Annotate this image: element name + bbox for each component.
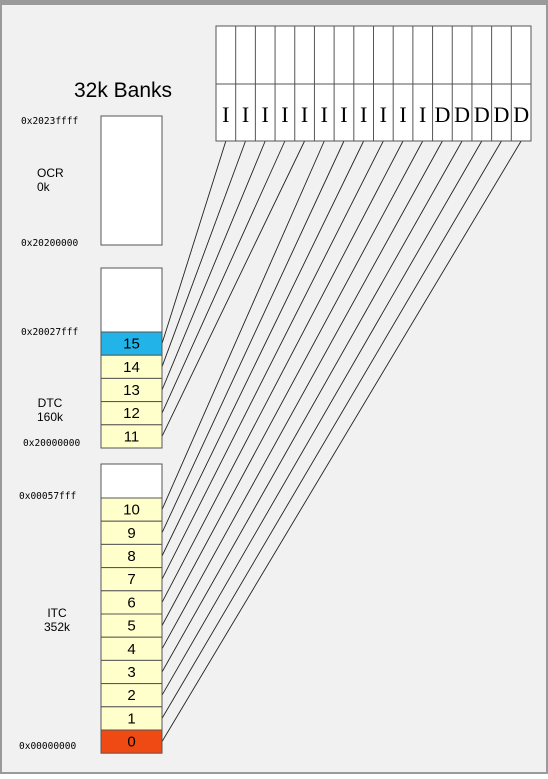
port-7-label: I [360,102,367,127]
bank-11-cell [100,424,163,449]
connection-bank-0-port-15 [161,140,522,742]
itc-address-top: 0x00057fff [19,491,76,502]
memory-bank-diagram: 32k Banks 0x2023ffff 0x20200000 OCR 0k 0… [19,25,532,754]
port-13-label: D [474,102,490,127]
itc-region-name: ITC [47,606,67,620]
bank-5-label: 5 [127,618,135,635]
dtc-region: 0x20027fff 0x20000000 DTC 160k 151413121… [21,267,163,449]
bank-14-label: 14 [123,359,140,376]
ocr-region-size: 0k [37,180,51,194]
connection-bank-6-port-9 [161,140,404,603]
port-14-label: D [494,102,510,127]
bank-10-label: 10 [123,502,140,519]
port-2-label: I [262,102,269,127]
dtc-address-top: 0x20027fff [21,327,78,338]
ocr-region: 0x2023ffff 0x20200000 OCR 0k [21,115,163,249]
bank-11-label: 11 [124,428,140,445]
bank-1-label: 1 [127,710,135,727]
ocr-region-name: OCR [37,166,64,180]
connection-bank-12-port-3 [161,140,286,414]
port-1-label: I [242,102,249,127]
connection-bank-2-port-13 [161,140,483,696]
port-9-label: I [399,102,406,127]
connection-bank-9-port-6 [161,140,345,533]
connection-bank-4-port-11 [161,140,443,650]
port-0-label: I [222,102,229,127]
port-11-label: D [434,102,450,127]
connection-bank-15-port-0 [161,140,227,344]
connection-bank-11-port-4 [161,140,305,437]
connection-bank-14-port-1 [161,140,246,367]
connection-bank-13-port-2 [161,140,266,391]
itc-region-size: 352k [44,620,71,634]
bank-4-label: 4 [127,641,135,658]
itc-address-bottom: 0x00000000 [19,741,76,752]
connection-bank-5-port-10 [161,140,424,626]
port-3-label: I [281,102,288,127]
bank-0-label: 0 [127,734,135,751]
connection-bank-8-port-7 [161,140,365,557]
bank-6-label: 6 [127,594,135,611]
port-4-label: I [301,102,308,127]
dtc-region-size: 160k [37,410,64,424]
connection-bank-3-port-12 [161,140,463,673]
itc-empty-block [100,463,163,499]
bank-13-label: 13 [123,382,140,399]
connection-bank-1-port-14 [161,140,502,719]
bank-port-connections [161,140,522,742]
bank-12-label: 12 [123,405,140,422]
dtc-bank-stack: 15 14 13 12 11 [100,331,163,449]
port-12-label: D [454,102,470,127]
itc-region: 0x00057fff 0x00000000 ITC 352k 109876543… [19,463,163,754]
port-5-label: I [321,102,328,127]
port-10-label: I [419,102,426,127]
bank-7-label: 7 [127,571,135,588]
port-6-label: I [340,102,347,127]
bank-2-label: 2 [127,687,135,704]
ocr-address-bottom: 0x20200000 [21,238,78,249]
bank-3-label: 3 [127,664,135,681]
bank-0-cell [100,729,163,754]
port-15-label: D [513,102,529,127]
diagram-title: 32k Banks [74,79,172,102]
bank-9-label: 9 [127,525,135,542]
dtc-address-bottom: 0x20000000 [23,438,80,449]
ocr-empty-block [100,115,163,246]
dtc-empty-block [100,267,163,333]
port-8-label: I [380,102,387,127]
bank-15-label: 15 [123,336,140,353]
connection-bank-10-port-5 [161,140,325,510]
ocr-address-top: 0x2023ffff [21,116,78,127]
connection-bank-7-port-8 [161,140,384,580]
bank-8-label: 8 [127,548,135,565]
dtc-region-name: DTC [38,396,63,410]
